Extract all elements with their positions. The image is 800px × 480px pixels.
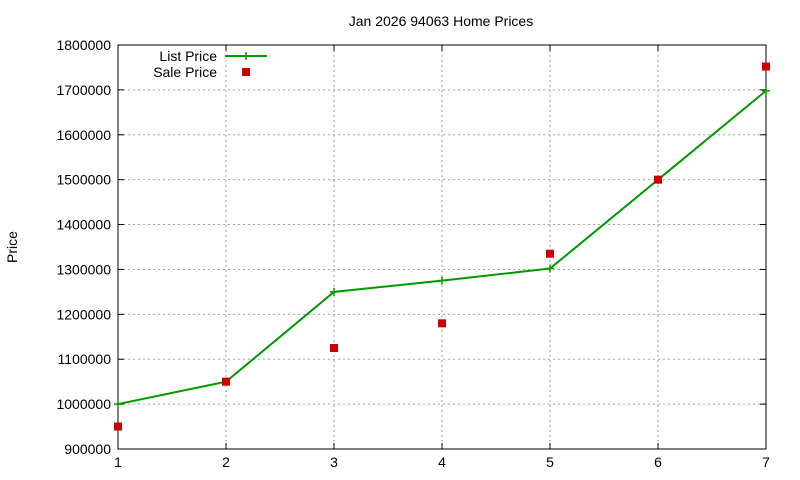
- y-tick-label: 1000000: [56, 396, 111, 412]
- legend-label-list-price: List Price: [159, 48, 217, 64]
- list-price-point-3: [438, 276, 446, 285]
- x-tick-label: 4: [438, 454, 446, 470]
- y-tick-label: 1700000: [56, 82, 111, 98]
- x-tick-label: 2: [222, 454, 230, 470]
- list-price-point-6: [762, 86, 770, 95]
- y-tick-label: 1400000: [56, 217, 111, 233]
- sale-price-point-6: [762, 62, 770, 71]
- y-tick-label: 1300000: [56, 261, 111, 277]
- x-tick-label: 7: [762, 454, 770, 470]
- list-price-point-0: [114, 400, 122, 409]
- x-tick-label: 6: [654, 454, 662, 470]
- legend-marker-list-price: [242, 52, 250, 60]
- sale-price-point-2: [330, 344, 338, 352]
- sale-price-point-5: [654, 175, 662, 184]
- y-axis-label: Price: [4, 231, 20, 263]
- series: [114, 62, 770, 431]
- sale-price-point-1: [222, 377, 230, 386]
- chart-title: Jan 2026 94063 Home Prices: [349, 13, 533, 29]
- list-price-point-4: [546, 264, 554, 273]
- y-tick-label: 1100000: [58, 351, 112, 367]
- x-tick-label: 3: [330, 454, 338, 470]
- y-tick-label: 1200000: [56, 306, 111, 322]
- y-tick-label: 900000: [64, 441, 111, 457]
- y-tick-label: 1800000: [56, 37, 111, 53]
- legend-marker-sale-price: [242, 68, 250, 76]
- x-tick-label: 5: [546, 454, 554, 470]
- list-price-point-2: [330, 287, 338, 296]
- legend-label-sale-price: Sale Price: [153, 64, 217, 80]
- sale-price-point-4: [546, 249, 554, 258]
- x-tick-label: 1: [114, 454, 122, 470]
- y-tick-label: 1600000: [56, 127, 111, 143]
- sale-price-point-3: [438, 319, 446, 328]
- axes: 900000 1000000 1100000 1200000 1300000 140000…: [56, 37, 770, 470]
- sale-price-point-0: [114, 422, 122, 431]
- y-tick-label: 1500000: [56, 172, 111, 188]
